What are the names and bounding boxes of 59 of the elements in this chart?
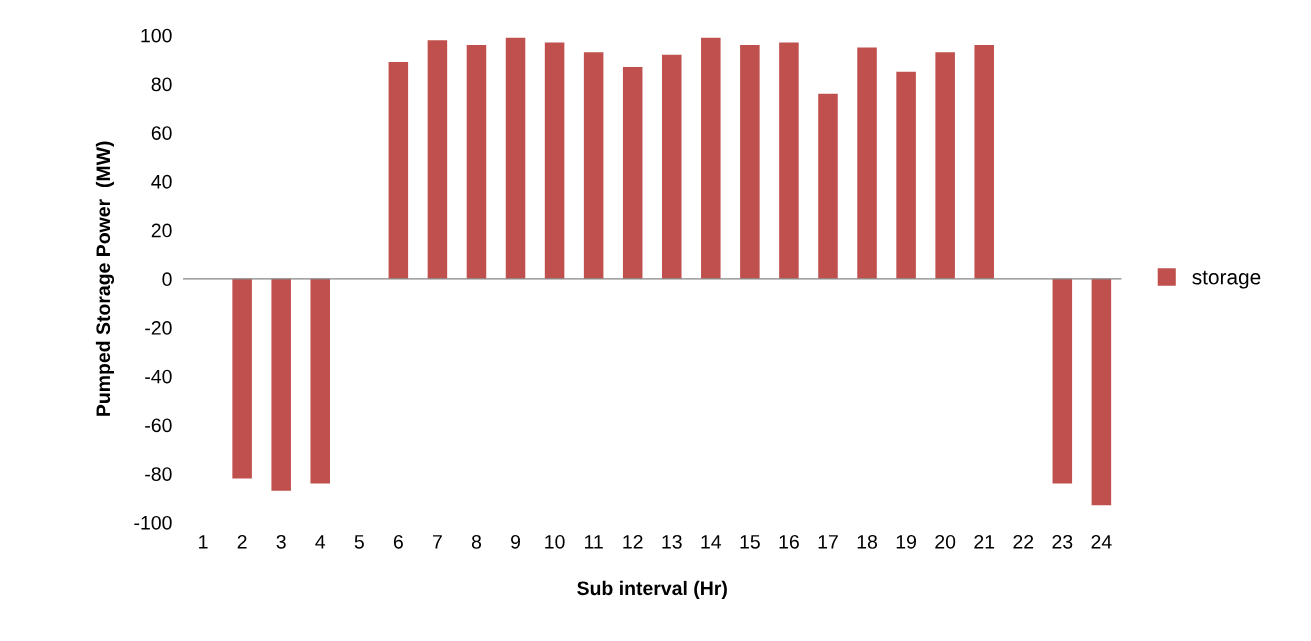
- bar: [388, 62, 409, 279]
- x-tick-label: 13: [662, 534, 682, 549]
- bar: [622, 66, 643, 279]
- x-tick-label: 11: [585, 535, 603, 549]
- bar: [271, 278, 291, 491]
- x-tick-label: 3: [276, 534, 286, 549]
- bar: [544, 42, 565, 279]
- bar: [1091, 278, 1112, 506]
- x-tick-label: 23: [1052, 534, 1073, 549]
- bar: [701, 37, 721, 279]
- x-tick-label: 9: [511, 534, 521, 549]
- legend-label: storage: [1192, 270, 1261, 289]
- bar: [427, 40, 448, 279]
- x-tick-label: 5: [354, 535, 364, 549]
- bar: [935, 52, 955, 279]
- x-tick-label: 17: [818, 535, 838, 549]
- y-tick-label: -40: [145, 369, 172, 384]
- x-tick-label: 4: [315, 535, 326, 549]
- y-tick-label: 100: [141, 28, 172, 43]
- x-tick-label: 1: [199, 535, 208, 549]
- y-tick-label: -60: [145, 418, 172, 433]
- bar: [661, 54, 682, 279]
- bar: [857, 47, 877, 279]
- bar: [779, 42, 799, 279]
- y-tick-label: 60: [151, 126, 172, 140]
- y-tick-label: 20: [151, 223, 172, 238]
- y-tick-label: 0: [162, 272, 172, 287]
- x-tick-label: 7: [433, 535, 442, 549]
- bar: [974, 45, 994, 279]
- bar: [466, 45, 487, 279]
- x-tick-label: 19: [896, 534, 916, 549]
- x-tick-label: 8: [471, 534, 482, 549]
- x-tick-label: 14: [701, 535, 722, 549]
- y-tick-label: -100: [134, 515, 172, 530]
- x-tick-label: 21: [974, 534, 995, 549]
- x-tick-label: 10: [545, 534, 565, 549]
- bar: [818, 93, 838, 279]
- bar: [583, 52, 604, 279]
- x-tick-label: 18: [857, 534, 877, 549]
- y-tick-label: 80: [151, 77, 172, 92]
- y-tick-label: -20: [145, 321, 172, 335]
- x-tick-label: 16: [779, 534, 799, 549]
- bar: [310, 278, 330, 484]
- bar: [1052, 278, 1073, 484]
- y-tick-label: -80: [145, 467, 172, 481]
- bar: [232, 278, 252, 479]
- bar: [505, 37, 526, 279]
- bar: [740, 45, 760, 279]
- x-tick-label: 20: [935, 534, 956, 549]
- bar: [896, 71, 916, 279]
- x-tick-label: 6: [393, 534, 403, 549]
- y-axis-title: Pumped Storage Power (MW): [95, 141, 115, 416]
- x-tick-label: 15: [740, 535, 760, 549]
- x-tick-label: 22: [1013, 534, 1034, 549]
- y-tick-label: 40: [151, 174, 172, 189]
- x-tick-label: 12: [623, 534, 643, 549]
- x-axis-title: Sub interval (Hr): [577, 580, 727, 599]
- x-tick-label: 2: [237, 534, 247, 549]
- x-tick-label: 24: [1091, 534, 1112, 549]
